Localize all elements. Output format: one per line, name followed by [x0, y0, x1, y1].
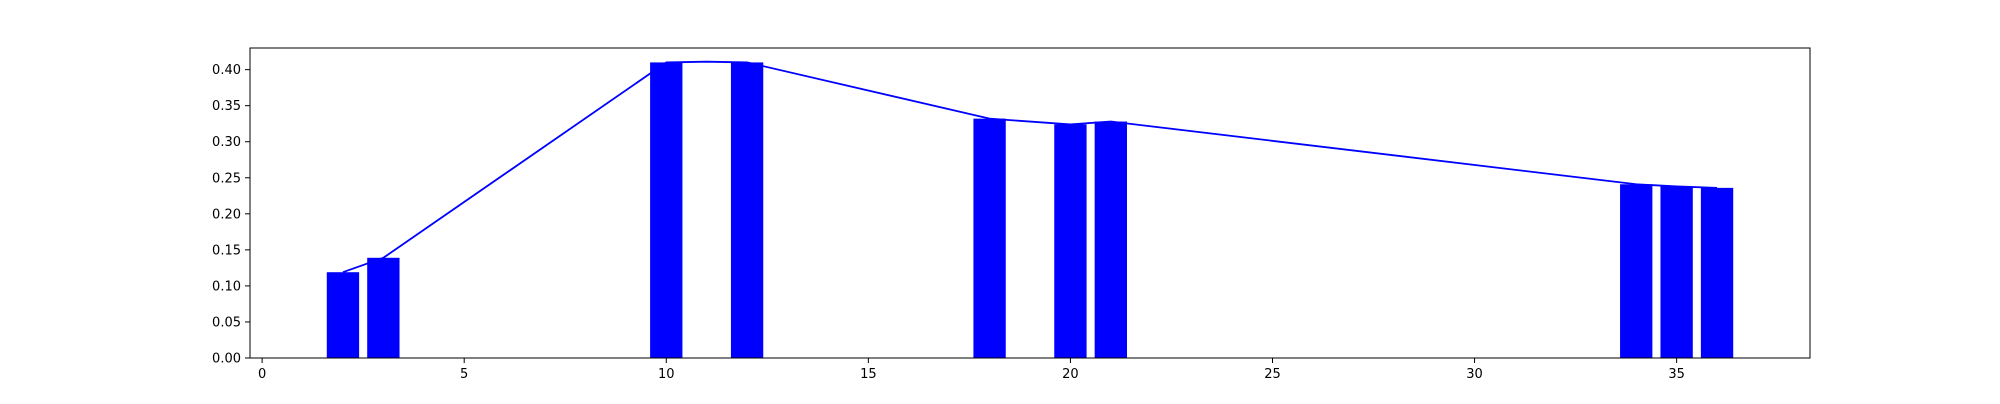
x-tick-label: 10 — [658, 367, 675, 382]
y-tick-label: 0.30 — [212, 135, 241, 150]
x-tick-label: 30 — [1466, 367, 1483, 382]
x-tick-label: 25 — [1264, 367, 1281, 382]
x-axis: 0 5 10 15 20 25 30 35 — [258, 358, 1685, 382]
line-layer — [342, 60, 1718, 274]
y-tick-label: 0.25 — [212, 171, 241, 186]
x-tick-label: 0 — [258, 367, 266, 382]
y-tick-label: 0.35 — [212, 99, 241, 114]
x-tick-label: 20 — [1062, 367, 1079, 382]
y-axis: 0.00 0.05 0.10 0.15 0.20 0.25 0.30 0.35 0.40 — [212, 63, 250, 367]
y-tick-label: 0.10 — [212, 279, 241, 294]
y-tick-label: 0.00 — [212, 352, 241, 367]
bar — [1620, 184, 1653, 358]
plot-frame — [249, 47, 1811, 359]
bar — [973, 118, 1006, 359]
y-tick-label: 0.15 — [212, 243, 241, 258]
bar — [1054, 124, 1087, 358]
bar — [1094, 121, 1127, 358]
x-tick-label: 5 — [460, 367, 468, 382]
x-tick-label: 35 — [1668, 367, 1685, 382]
bar — [1700, 187, 1734, 358]
bar — [1660, 186, 1693, 358]
bar — [650, 62, 683, 358]
bar — [730, 62, 764, 358]
series-line — [342, 60, 1718, 274]
y-tick-label: 0.05 — [212, 315, 241, 330]
y-tick-label: 0.20 — [212, 207, 241, 222]
bar — [326, 272, 360, 358]
x-tick-label: 15 — [860, 367, 877, 382]
bar — [367, 257, 400, 358]
bars-layer — [326, 62, 1734, 359]
y-tick-label: 0.40 — [212, 63, 241, 78]
